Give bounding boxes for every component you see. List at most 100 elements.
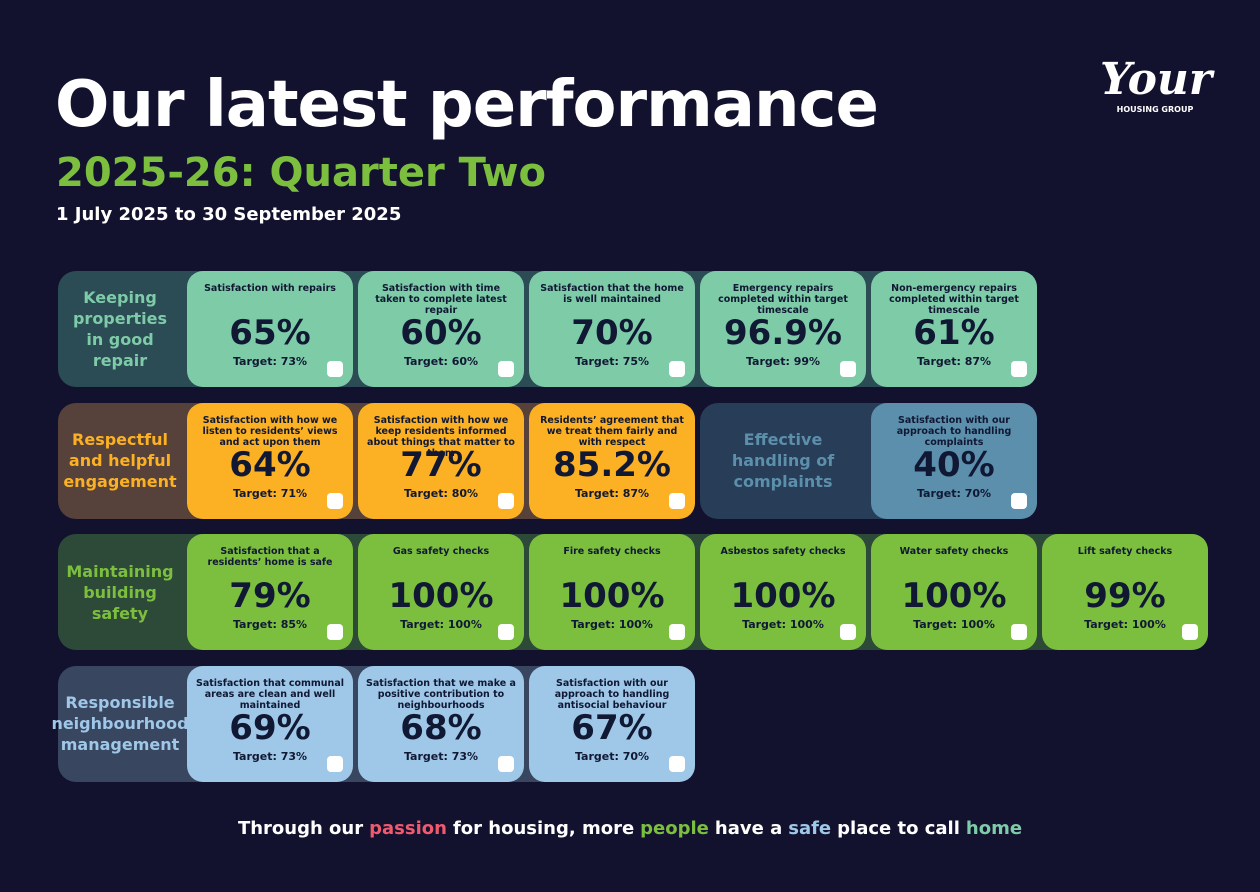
metric-title: Satisfaction with repairs [204,283,336,294]
metric-card: Residents’ agreement that we treat them … [529,402,695,519]
section-label: Keeping properties in good repair [72,288,168,370]
metric-value: 60% [400,313,482,353]
metric-target: Target: 60% [403,355,479,368]
section-label: Responsible neighbourhood management [51,693,189,754]
metric-value: 65% [229,313,311,353]
metric-card: Gas safety checks 100% Target: 100% [358,534,524,650]
section: Maintaining building safety Satisfaction … [58,534,1208,650]
footer-text: home [965,818,1023,839]
metric-title: Water safety checks [899,546,1009,557]
metric-value: 100% [388,576,494,616]
metric-target: Target: 73% [232,749,308,763]
metric-title: Satisfaction with time taken to complete… [375,283,507,316]
metric-title: Gas safety checks [392,546,490,557]
metric-target: Target: 71% [232,486,308,500]
metric-title: Satisfaction with how we keep residents … [367,414,515,459]
footer-text: safe [788,818,832,839]
metric-target: Target: 100% [1084,618,1166,631]
metric-card: Satisfaction with repairs 65% Target: 73% [187,271,353,387]
section: Respectful and helpful engagement Satisfa… [58,402,695,519]
metric-value: 69% [229,707,311,748]
section-label: Effective handling of complaints [731,430,835,491]
metric-title: Non-emergency repairs completed within t… [889,283,1019,316]
section-label: Maintaining building safety [66,561,174,623]
footer-text: Through our [237,818,364,839]
icon [327,755,343,772]
section: Effective handling of complaints Satisfac… [700,402,1037,519]
footer-text: for housing, more [452,818,635,839]
metric-title: Satisfaction that the home is well maint… [540,283,684,305]
metric-card: Satisfaction with our approach to handli… [871,402,1037,519]
metric-card: Satisfaction with how we listen to resid… [187,402,353,519]
icon [840,361,856,377]
sections: Keeping properties in good repair Satisfa… [51,271,1208,797]
icon [327,361,343,377]
metric-target: Target: 100% [742,618,824,631]
metric-title: Satisfaction that a residents’ home is s… [207,546,333,568]
logo: Your HOUSING GROUP [1100,54,1213,115]
metric-card: Satisfaction with how we keep residents … [358,402,524,519]
metric-target: Target: 100% [913,618,995,631]
icon [669,492,685,509]
metric-card: Satisfaction that communal areas are cle… [187,665,353,782]
period: 1 July 2025 to 30 September 2025 [56,204,402,225]
metric-value: 79% [229,576,311,616]
metric-title: Satisfaction that communal areas are cle… [196,677,344,711]
icon [669,361,685,377]
icon [669,755,685,772]
icon [1011,624,1027,640]
footer-text: place to call [837,818,960,839]
footer-text: people [640,818,709,839]
metric-value: 77% [400,444,482,485]
metric-target: Target: 70% [916,486,992,500]
footer-text: passion [369,818,447,839]
metric-target: Target: 70% [574,749,650,763]
icon [498,361,514,377]
section-label: Respectful and helpful engagement [63,430,177,491]
icon [840,624,856,640]
metric-card: Satisfaction that a residents’ home is s… [187,534,353,650]
metric-target: Target: 73% [232,355,308,368]
title: Our latest performance [55,68,879,142]
row: Respectful and helpful engagement Satisfa… [58,402,1208,519]
footer-text: have a [714,818,783,839]
metric-value: 61% [913,313,995,353]
metric-title: Fire safety checks [563,546,661,557]
metric-card: Lift safety checks 99% Target: 100% [1042,534,1208,650]
row: Maintaining building safety Satisfaction … [58,534,1208,650]
metric-target: Target: 99% [745,355,821,368]
metric-value: 70% [571,313,653,353]
metric-target: Target: 75% [574,355,650,368]
icon [1011,361,1027,377]
logo-tagline: HOUSING GROUP [1116,105,1194,114]
subtitle: 2025-26: Quarter Two [56,150,546,196]
metric-title: Emergency repairs completed within targe… [718,283,848,316]
metric-title: Satisfaction that we make a positive con… [366,677,516,711]
metric-title: Lift safety checks [1077,546,1173,557]
metric-card: Satisfaction that we make a positive con… [358,665,524,782]
metric-value: 99% [1084,576,1166,616]
metric-value: 67% [571,707,653,748]
metric-value: 64% [229,444,311,485]
metric-card: Emergency repairs completed within targe… [700,271,866,387]
metric-card: Satisfaction that the home is well maint… [529,271,695,387]
metric-title: Satisfaction with our approach to handli… [896,414,1012,448]
metric-target: Target: 73% [403,749,479,763]
logo-name: Your [1100,54,1213,105]
metric-target: Target: 87% [574,486,650,500]
metric-value: 96.9% [724,313,842,353]
metric-title: Satisfaction with our approach to handli… [554,677,670,711]
metric-card: Satisfaction with time taken to complete… [358,271,524,387]
metric-value: 100% [559,576,665,616]
footer: Through our passion for housing, more peopl… [0,818,1260,839]
metric-target: Target: 80% [403,486,479,500]
row: Keeping properties in good repair Satisfa… [58,271,1208,387]
section: Responsible neighbourhood management Sati… [51,665,695,782]
icon [498,755,514,772]
icon [327,624,343,640]
metric-card: Satisfaction with our approach to handli… [529,665,695,782]
section: Keeping properties in good repair Satisfa… [58,271,1037,387]
metric-card: Asbestos safety checks 100% Target: 100% [700,534,866,650]
metric-value: 100% [730,576,836,616]
